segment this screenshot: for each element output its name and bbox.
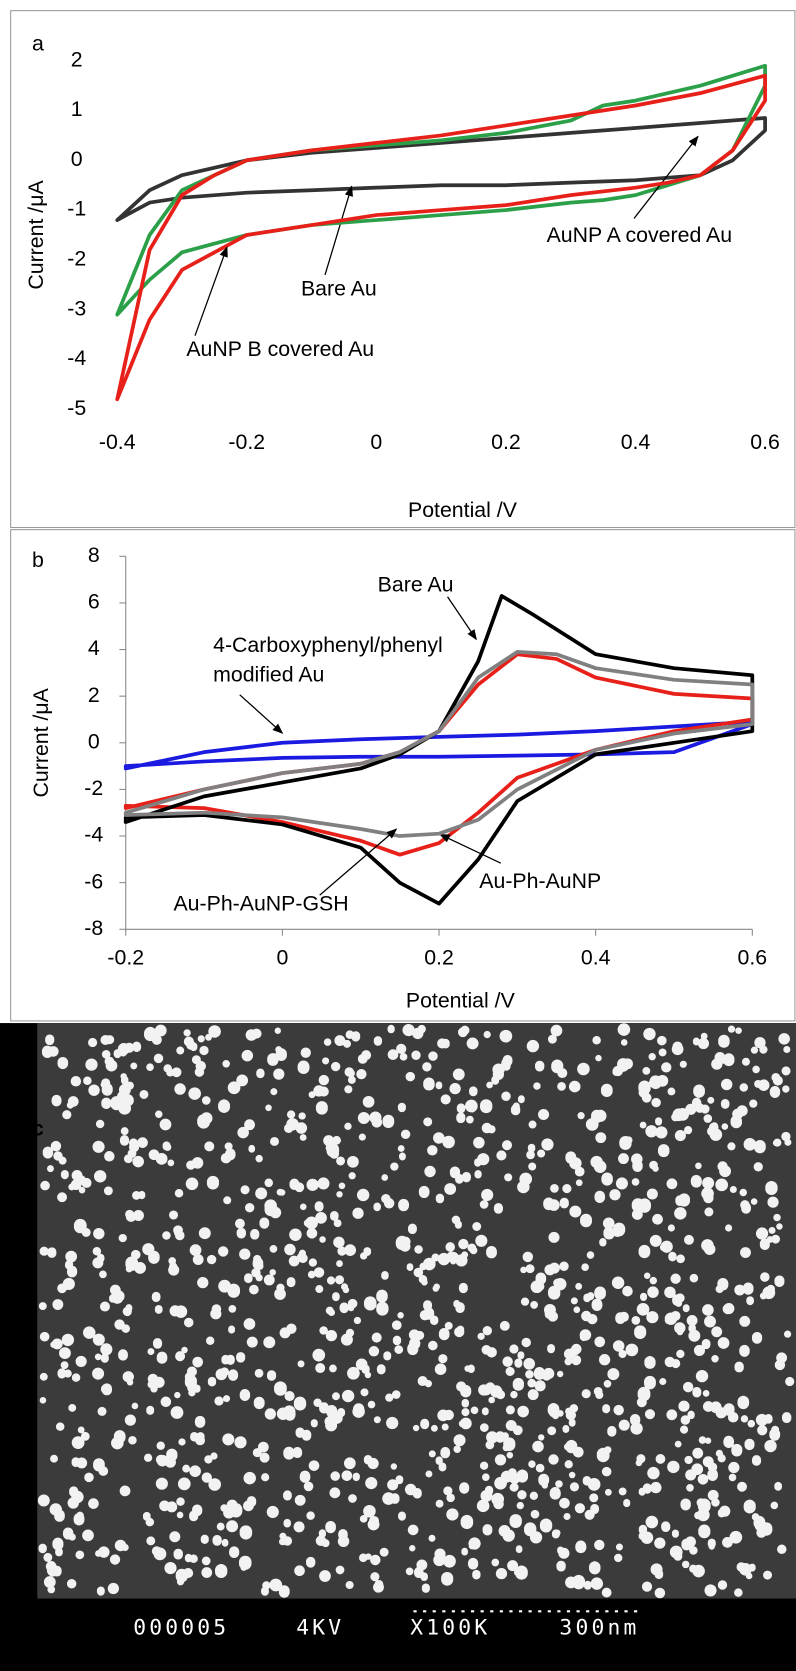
- panel-label: c: [32, 1116, 44, 1140]
- y-tick-label: 2: [88, 683, 100, 707]
- micrograph-footer: X100K: [410, 1615, 490, 1640]
- x-tick-label: -0.2: [228, 430, 265, 454]
- y-tick-label: -6: [84, 869, 103, 893]
- annotation-arrow: [633, 135, 699, 219]
- panel-frame: [10, 529, 796, 1022]
- series-label: Au-Ph-AuNP-GSH: [173, 891, 348, 915]
- x-tick-label: 0: [276, 946, 288, 970]
- y-tick-label: -2: [84, 776, 103, 800]
- series-label: Bare Au: [301, 276, 377, 300]
- micrograph-footer: 300nm: [559, 1615, 639, 1640]
- panel-label: a: [32, 31, 44, 55]
- series-label: 4-Carboxyphenyl/phenyl modified Au: [213, 632, 443, 686]
- y-tick-label: -8: [84, 916, 103, 940]
- annotation-arrow: [239, 694, 284, 734]
- x-tick-label: 0.2: [424, 946, 454, 970]
- y-tick-label: 0: [71, 147, 83, 171]
- x-tick-label: -0.4: [99, 430, 136, 454]
- x-tick-label: 0: [370, 430, 382, 454]
- series-label: AuNP A covered Au: [547, 223, 732, 247]
- panel-label: b: [32, 548, 44, 572]
- x-tick-label: 0.4: [581, 946, 611, 970]
- y-tick-label: -4: [84, 823, 103, 847]
- x-tick-label: -0.2: [107, 946, 144, 970]
- y-tick-label: 0: [88, 729, 100, 753]
- y-tick-label: 1: [71, 97, 83, 121]
- x-axis-title: Potential /V: [408, 498, 518, 522]
- panel-frame: [10, 10, 796, 529]
- x-tick-label: 0.2: [491, 430, 521, 454]
- y-axis-title: Current /μA: [29, 687, 53, 797]
- micrograph-footer: 000005: [133, 1615, 229, 1640]
- annotation-arrow: [439, 833, 502, 864]
- x-tick-label: 0.4: [621, 430, 651, 454]
- y-tick-label: 4: [88, 636, 100, 660]
- annotation-arrow: [319, 828, 398, 896]
- y-tick-label: 2: [71, 47, 83, 71]
- micrograph-footer: 4KV: [296, 1615, 344, 1640]
- series-label: Bare Au: [378, 573, 454, 597]
- annotation-arrow: [324, 185, 353, 276]
- y-tick-label: -2: [67, 247, 86, 271]
- cv-curve: [115, 116, 767, 222]
- y-tick-label: 8: [88, 543, 100, 567]
- series-label: AuNP B covered Au: [186, 337, 374, 361]
- x-tick-label: 0.6: [750, 430, 780, 454]
- x-axis-title: Potential /V: [406, 988, 516, 1012]
- annotation-arrow: [194, 246, 228, 336]
- y-tick-label: -5: [67, 396, 86, 420]
- cv-curve: [115, 73, 767, 402]
- y-axis-title: Current /μA: [24, 180, 48, 290]
- annotation-arrow: [447, 596, 477, 641]
- y-tick-label: 6: [88, 590, 100, 614]
- nanoparticles: [37, 1023, 795, 1599]
- series-label: Au-Ph-AuNP: [479, 869, 601, 893]
- cv-curve: [123, 650, 755, 838]
- y-tick-label: -3: [67, 296, 86, 320]
- x-tick-label: 0.6: [738, 946, 768, 970]
- y-tick-label: -4: [67, 346, 86, 370]
- y-tick-label: -1: [67, 197, 86, 221]
